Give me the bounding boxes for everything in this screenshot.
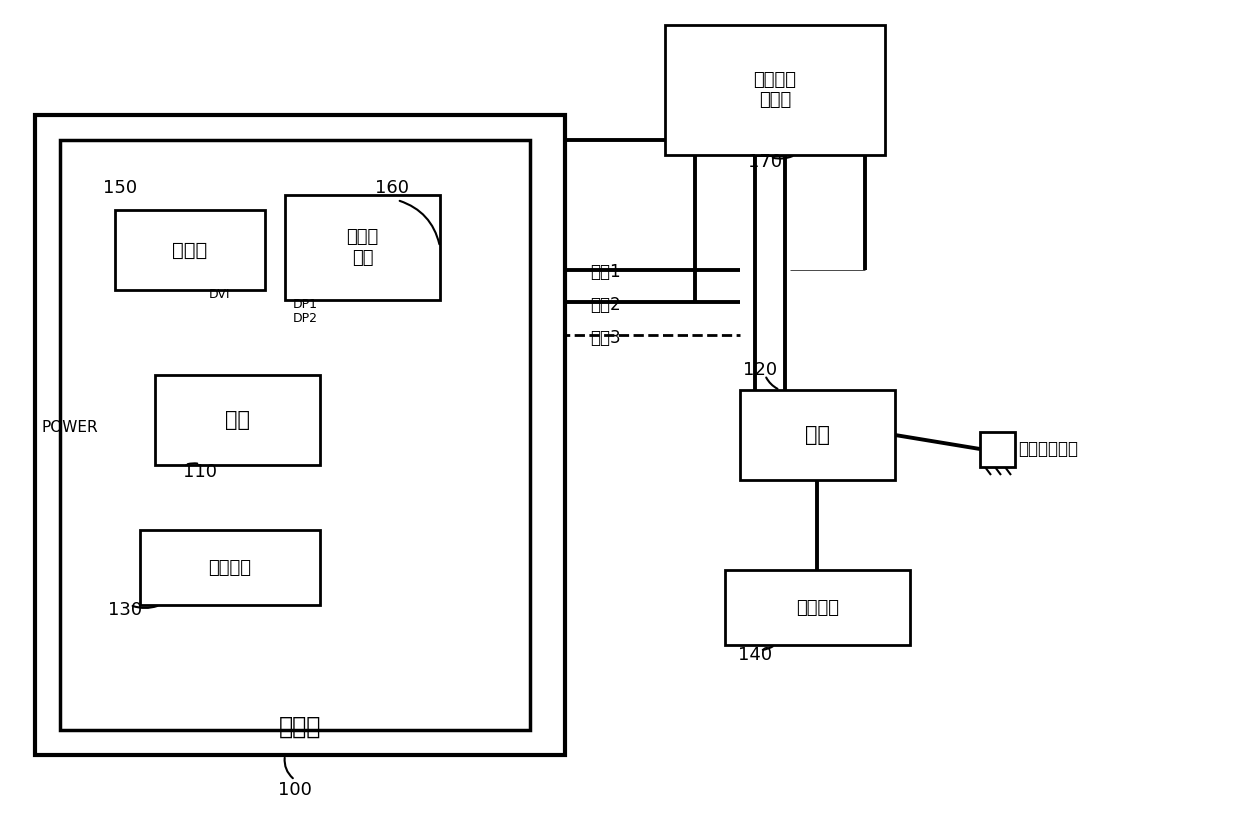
Text: 操作台: 操作台 (279, 715, 321, 739)
Text: 100: 100 (278, 781, 312, 799)
Bar (35, 115, 565, 755)
Text: 120: 120 (743, 361, 777, 379)
Text: 160: 160 (374, 179, 409, 197)
Text: 显示器: 显示器 (172, 240, 207, 260)
Bar (155, 375, 320, 465)
Bar (665, 25, 885, 155)
Text: 信号2: 信号2 (590, 296, 621, 314)
Text: 主机: 主机 (805, 425, 830, 445)
Bar (60, 140, 529, 730)
Bar (980, 432, 1016, 467)
Text: DP2: DP2 (293, 312, 317, 324)
Text: 150: 150 (103, 179, 138, 197)
Text: 键盘鼠标: 键盘鼠标 (208, 559, 252, 576)
Text: 信号1: 信号1 (590, 263, 621, 281)
Text: 小屏显
示器: 小屏显 示器 (346, 228, 378, 267)
Bar (115, 210, 265, 290)
Bar (740, 390, 895, 480)
Text: 130: 130 (108, 601, 143, 619)
Text: 会诊大屏
显示器: 会诊大屏 显示器 (754, 71, 796, 109)
Text: 备用信号接口: 备用信号接口 (1018, 440, 1078, 458)
Text: 主机: 主机 (224, 410, 250, 430)
Text: 信号3: 信号3 (590, 329, 621, 347)
Bar (725, 570, 910, 645)
Text: 110: 110 (184, 463, 217, 481)
Text: DP1: DP1 (293, 297, 317, 311)
Text: POWER: POWER (42, 419, 98, 434)
Bar (285, 195, 440, 300)
Text: DVI: DVI (210, 287, 231, 301)
Text: 键盘鼠标: 键盘鼠标 (796, 598, 839, 617)
Text: 140: 140 (738, 646, 773, 664)
Text: 170: 170 (748, 153, 782, 171)
Bar (140, 530, 320, 605)
